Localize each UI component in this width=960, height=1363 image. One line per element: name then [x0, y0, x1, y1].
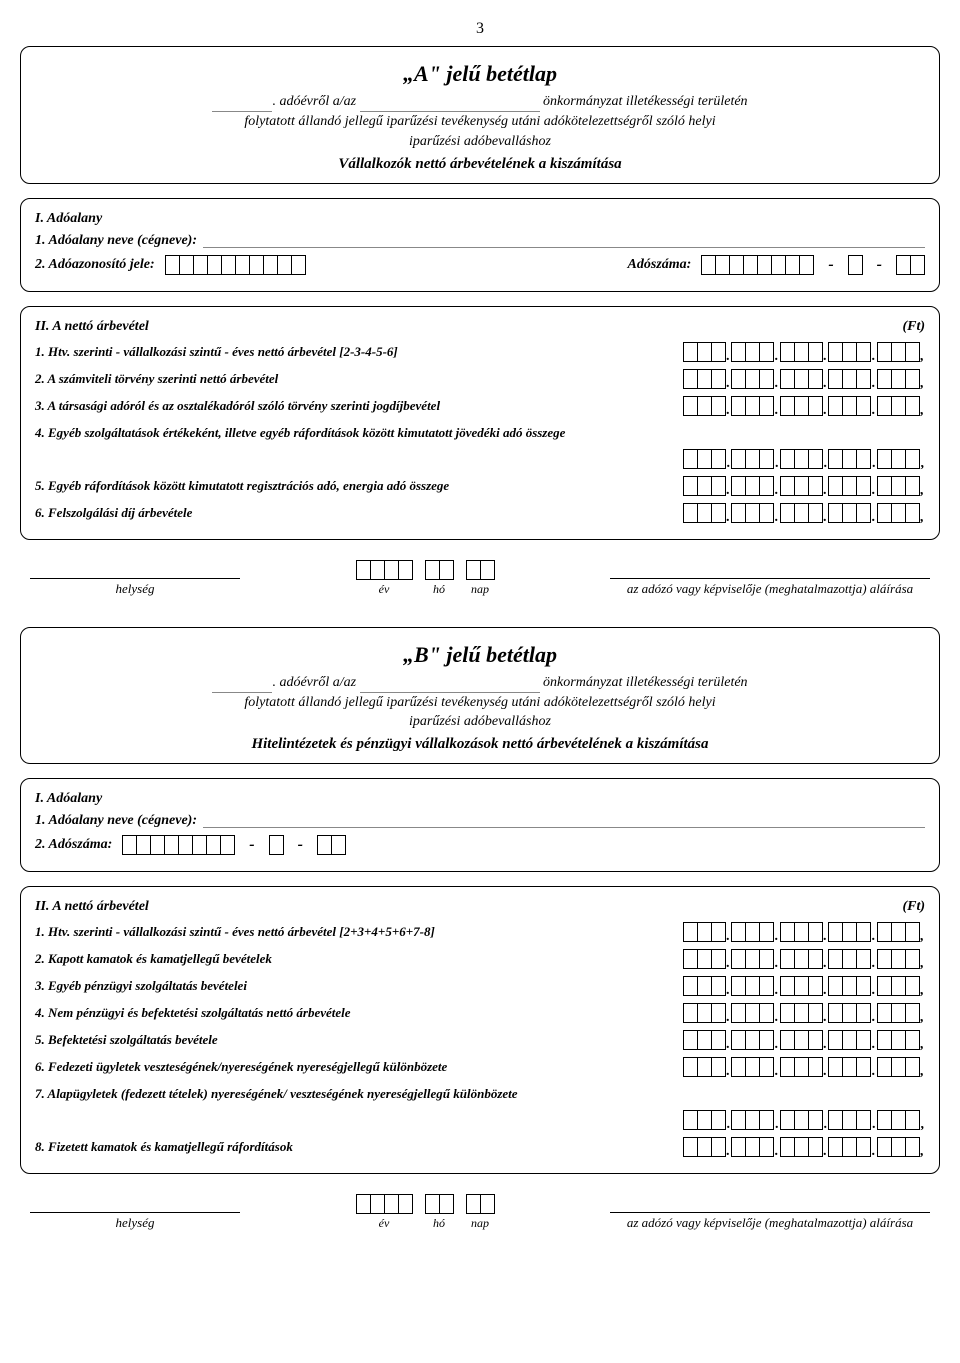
amount-input[interactable]: ....,: [683, 1030, 926, 1050]
tax-num-p3[interactable]: [896, 255, 925, 275]
row-label: 5. Egyéb ráfordítások között kimutatott …: [35, 478, 683, 494]
row-label: 1. Htv. szerinti - vállalkozási szintű -…: [35, 344, 683, 360]
amount-input[interactable]: ....,: [683, 1003, 926, 1023]
sig-date: év hó nap: [356, 560, 495, 597]
sig-month-cells-b[interactable]: [425, 1194, 454, 1214]
form-b-lead3: iparűzési adóbevalláshoz: [35, 713, 925, 732]
amount-row: 2. Kapott kamatok és kamatjellegű bevéte…: [35, 948, 925, 970]
sig-day-cells[interactable]: [466, 560, 495, 580]
form-b-title: „B" jelű betétlap: [35, 642, 925, 668]
section1b-head: I. Adóalany: [35, 791, 925, 807]
amount-row: 3. Egyéb pénzügyi szolgáltatás bevételei…: [35, 975, 925, 997]
signature-block-a: helység év hó nap az adózó vagy képvisel…: [30, 560, 930, 597]
row-label: 3. Egyéb pénzügyi szolgáltatás bevételei: [35, 978, 683, 994]
amount-input[interactable]: ....,: [683, 476, 926, 496]
taxpayer-name-row: 1. Adóalany neve (cégneve):: [35, 233, 925, 249]
row-label: 4. Nem pénzügyi és befektetési szolgálta…: [35, 1005, 683, 1021]
amount-input[interactable]: ....,: [683, 396, 926, 416]
amount-input[interactable]: ....,: [683, 1110, 926, 1130]
tax-num-row-b: 2. Adószáma: - -: [35, 835, 925, 855]
amount-input[interactable]: ....,: [683, 1137, 926, 1157]
form-a-header: „A" jelű betétlap . adóévről a/az önkorm…: [20, 46, 940, 184]
row-label: 6. Fedezeti ügyletek veszteségének/nyere…: [35, 1059, 683, 1075]
amount-row: 5. Egyéb ráfordítások között kimutatott …: [35, 475, 925, 497]
form-b-lead1: . adóévről a/az önkormányzat illetékessé…: [35, 674, 925, 693]
amount-row-below: ....,: [35, 1110, 925, 1130]
row-label: 3. A társasági adóról és az osztalékadór…: [35, 398, 683, 414]
taxpayer-name-input[interactable]: [203, 234, 925, 248]
tax-num-b-p3[interactable]: [317, 835, 346, 855]
sig-place: helység: [30, 578, 240, 597]
amount-input[interactable]: ....,: [683, 976, 926, 996]
row-label: 2. A számviteli törvény szerinti nettó á…: [35, 371, 683, 387]
municipality-blank[interactable]: [360, 98, 540, 112]
sig-place-b: helység: [30, 1212, 240, 1231]
signature-block-b: helység év hó nap az adózó vagy képvisel…: [30, 1194, 930, 1231]
form-b-header: „B" jelű betétlap . adóévről a/az önkorm…: [20, 627, 940, 765]
amount-input[interactable]: ....,: [683, 503, 926, 523]
row-label: 7. Alapügyletek (fedezett tételek) nyere…: [35, 1086, 925, 1102]
amount-row: 1. Htv. szerinti - vállalkozási szintű -…: [35, 341, 925, 363]
amount-row: 4. Nem pénzügyi és befektetési szolgálta…: [35, 1002, 925, 1024]
row-label: 6. Felszolgálási díj árbevétele: [35, 505, 683, 521]
tax-id-row: 2. Adóazonosító jele: Adószáma: - -: [35, 255, 925, 275]
year-blank[interactable]: [212, 98, 272, 112]
amount-input[interactable]: ....,: [683, 369, 926, 389]
form-a-section1: I. Adóalany 1. Adóalany neve (cégneve): …: [20, 198, 940, 292]
form-a-title: „A" jelű betétlap: [35, 61, 925, 87]
form-a-subtitle: Vállalkozók nettó árbevételének a kiszám…: [35, 156, 925, 173]
sig-date-b: év hó nap: [356, 1194, 495, 1231]
tax-num-b-p2[interactable]: [269, 835, 284, 855]
form-a-section2: II. A nettó árbevétel (Ft) 1. Htv. szeri…: [20, 306, 940, 540]
amount-input[interactable]: ....,: [683, 1057, 926, 1077]
row-label: 1. Htv. szerinti - vállalkozási szintű -…: [35, 924, 683, 940]
tax-num-p2[interactable]: [848, 255, 863, 275]
row-label: 4. Egyéb szolgáltatások értékeként, ille…: [35, 425, 925, 441]
year-blank-b[interactable]: [212, 679, 272, 693]
row-label: 2. Kapott kamatok és kamatjellegű bevéte…: [35, 951, 683, 967]
tax-num-b-p1[interactable]: [122, 835, 235, 855]
form-b-section1: I. Adóalany 1. Adóalany neve (cégneve): …: [20, 778, 940, 872]
amount-row: 3. A társasági adóról és az osztalékadór…: [35, 395, 925, 417]
amount-row: 4. Egyéb szolgáltatások értékeként, ille…: [35, 422, 925, 444]
form-b-lead2: folytatott állandó jellegű iparűzési tev…: [35, 694, 925, 713]
sig-year-cells-b[interactable]: [356, 1194, 413, 1214]
tax-id-cells[interactable]: [165, 255, 306, 275]
amount-input[interactable]: ....,: [683, 342, 926, 362]
taxpayer-name-row-b: 1. Adóalany neve (cégneve):: [35, 813, 925, 829]
form-a-lead3: iparűzési adóbevalláshoz: [35, 133, 925, 152]
amount-row: 5. Befektetési szolgáltatás bevétele....…: [35, 1029, 925, 1051]
section2-head: II. A nettó árbevétel (Ft): [35, 319, 925, 335]
sig-signature: az adózó vagy képviselője (meghatalmazot…: [610, 578, 930, 597]
amount-input[interactable]: ....,: [683, 949, 926, 969]
form-b-subtitle: Hitelintézetek és pénzügyi vállalkozások…: [35, 736, 925, 753]
form-a-lead2: folytatott állandó jellegű iparűzési tev…: [35, 113, 925, 132]
row-label: 5. Befektetési szolgáltatás bevétele: [35, 1032, 683, 1048]
sig-year-cells[interactable]: [356, 560, 413, 580]
form-b-section2: II. A nettó árbevétel (Ft) 1. Htv. szeri…: [20, 886, 940, 1174]
amount-row: 2. A számviteli törvény szerinti nettó á…: [35, 368, 925, 390]
amount-row: 8. Fizetett kamatok és kamatjellegű ráfo…: [35, 1136, 925, 1158]
amount-input[interactable]: ....,: [683, 449, 926, 469]
sig-month-cells[interactable]: [425, 560, 454, 580]
page-number: 3: [20, 20, 940, 38]
municipality-blank-b[interactable]: [360, 679, 540, 693]
form-a-lead1: . adóévről a/az önkormányzat illetékessé…: [35, 93, 925, 112]
taxpayer-name-input-b[interactable]: [203, 814, 925, 828]
section2b-head: II. A nettó árbevétel (Ft): [35, 899, 925, 915]
sig-signature-b: az adózó vagy képviselője (meghatalmazot…: [610, 1212, 930, 1231]
amount-row: 6. Fedezeti ügyletek veszteségének/nyere…: [35, 1056, 925, 1078]
amount-row: 1. Htv. szerinti - vállalkozási szintű -…: [35, 921, 925, 943]
row-label: 8. Fizetett kamatok és kamatjellegű ráfo…: [35, 1139, 683, 1155]
section1-head: I. Adóalany: [35, 211, 925, 227]
amount-row: 7. Alapügyletek (fedezett tételek) nyere…: [35, 1083, 925, 1105]
amount-input[interactable]: ....,: [683, 922, 926, 942]
amount-row-below: ....,: [35, 449, 925, 469]
sig-day-cells-b[interactable]: [466, 1194, 495, 1214]
amount-row: 6. Felszolgálási díj árbevétele....,: [35, 502, 925, 524]
tax-num-p1[interactable]: [701, 255, 814, 275]
